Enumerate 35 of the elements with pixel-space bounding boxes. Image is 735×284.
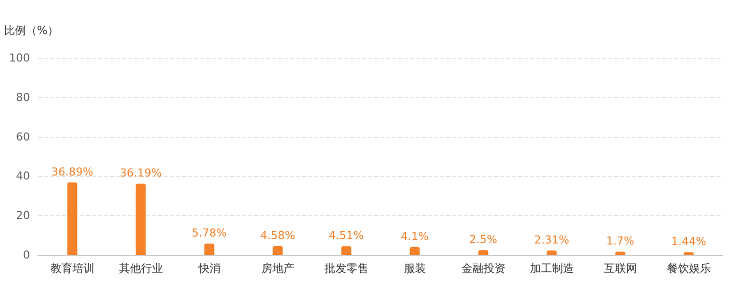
- bar: [204, 244, 214, 255]
- y-tick-label: 0: [23, 248, 30, 262]
- bar: [136, 184, 146, 255]
- x-tick-label: 其他行业: [118, 262, 163, 275]
- data-label: 2.5%: [469, 233, 498, 246]
- bar: [546, 250, 557, 255]
- bar: [341, 246, 352, 255]
- x-tick-label: 教育培训: [50, 262, 94, 275]
- y-tick-label: 80: [16, 90, 30, 104]
- y-tick-label: 60: [16, 130, 30, 144]
- y-tick-label: 100: [9, 52, 30, 64]
- x-tick-label: 房地产: [261, 262, 294, 275]
- data-label: 4.1%: [400, 230, 429, 243]
- x-tick-label: 金融投资: [461, 262, 506, 275]
- x-tick-label: 互联网: [604, 262, 637, 275]
- y-tick-label: 40: [16, 170, 30, 183]
- data-label: 5.78%: [192, 226, 227, 240]
- bar: [410, 246, 420, 255]
- x-tick-label: 快消: [197, 262, 220, 275]
- data-label: 36.19%: [120, 166, 162, 180]
- bar: [272, 246, 283, 255]
- bar: [478, 250, 488, 255]
- y-tick-label: 20: [16, 209, 30, 222]
- x-tick-label: 服装: [404, 262, 426, 275]
- bar: [67, 182, 78, 255]
- x-tick-label: 批发零售: [324, 262, 368, 275]
- data-label: 1.7%: [606, 234, 634, 248]
- data-label: 4.51%: [328, 229, 364, 242]
- data-label: 1.44%: [671, 235, 706, 248]
- data-label: 36.89%: [51, 165, 94, 178]
- y-axis-title: 比例（%）: [4, 24, 58, 37]
- data-label: 4.58%: [260, 228, 296, 242]
- x-tick-label: 加工制造: [530, 262, 574, 275]
- x-tick-label: 餐饮娱乐: [666, 262, 711, 275]
- data-label: 2.31%: [534, 233, 570, 246]
